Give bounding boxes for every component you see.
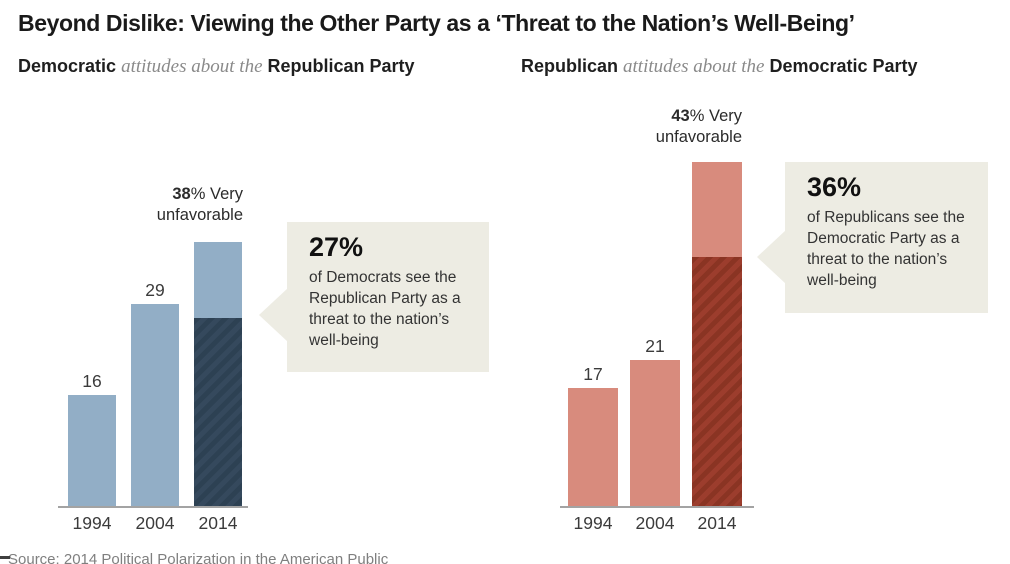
subtitle-left-target: Republican Party [267, 56, 415, 76]
very-unfavorable-text-right: % Very unfavorable [655, 107, 742, 146]
subtitle-left: Democratic attitudes about the Republica… [18, 56, 415, 78]
callout-republicans-threat: 36% of Republicans see the Democratic Pa… [757, 162, 988, 313]
bar-value-label-left-1994: 16 [82, 371, 102, 391]
threat-subset-segment-right [692, 257, 742, 506]
very-unfavorable-value-right: 43 [671, 107, 690, 125]
bar-value-label-right-2004: 21 [645, 336, 665, 356]
callout-democrats-threat: 27% of Democrats see the Republican Part… [259, 222, 489, 372]
x-axis-label-right-2004: 2004 [635, 513, 675, 533]
subtitle-right: Republican attitudes about the Democrati… [521, 56, 918, 78]
bar-value-label-left-2004: 29 [145, 280, 165, 300]
very-unfavorable-text-left: % Very unfavorable [156, 185, 243, 224]
bar-value-label-right-1994: 17 [583, 364, 603, 384]
threat-subset-segment-left [194, 318, 242, 506]
callout-arrow-right-icon [757, 230, 786, 284]
very-unfavorable-value-left: 38 [172, 185, 191, 203]
x-axis-label-right-2014: 2014 [697, 513, 737, 533]
x-axis-line-right [560, 506, 754, 508]
callout-left-headline: 27% [309, 232, 364, 262]
very-unfavorable-label-left: 38% Very unfavorable [143, 184, 243, 226]
bar-right-2004 [630, 360, 680, 506]
bar-left-1994 [68, 395, 116, 506]
subtitle-right-target: Democratic Party [769, 56, 918, 76]
x-axis-label-left-1994: 1994 [72, 513, 112, 533]
x-axis-line-left [58, 506, 248, 508]
subtitle-left-party: Democratic [18, 56, 117, 76]
x-axis-label-left-2014: 2014 [198, 513, 238, 533]
chart-title: Beyond Dislike: Viewing the Other Party … [18, 10, 855, 36]
callout-right-headline: 36% [807, 172, 862, 202]
crop-artifact-dash [0, 556, 10, 559]
callout-right-body: of Republicans see the Democratic Party … [807, 209, 965, 289]
subtitle-left-phrase: attitudes about the [121, 56, 263, 77]
very-unfavorable-label-right: 43% Very unfavorable [642, 106, 742, 148]
bar-right-1994 [568, 388, 618, 506]
subtitle-right-phrase: attitudes about the [623, 56, 765, 77]
callout-arrow-left-icon [259, 288, 288, 342]
bar-left-2004 [131, 304, 179, 506]
source-line: Source: 2014 Political Polarization in t… [8, 551, 389, 564]
x-axis-label-right-1994: 1994 [573, 513, 613, 533]
subtitle-right-party: Republican [521, 56, 619, 76]
callout-left-body: of Democrats see the Republican Party as… [309, 269, 461, 349]
x-axis-label-left-2004: 2004 [135, 513, 175, 533]
